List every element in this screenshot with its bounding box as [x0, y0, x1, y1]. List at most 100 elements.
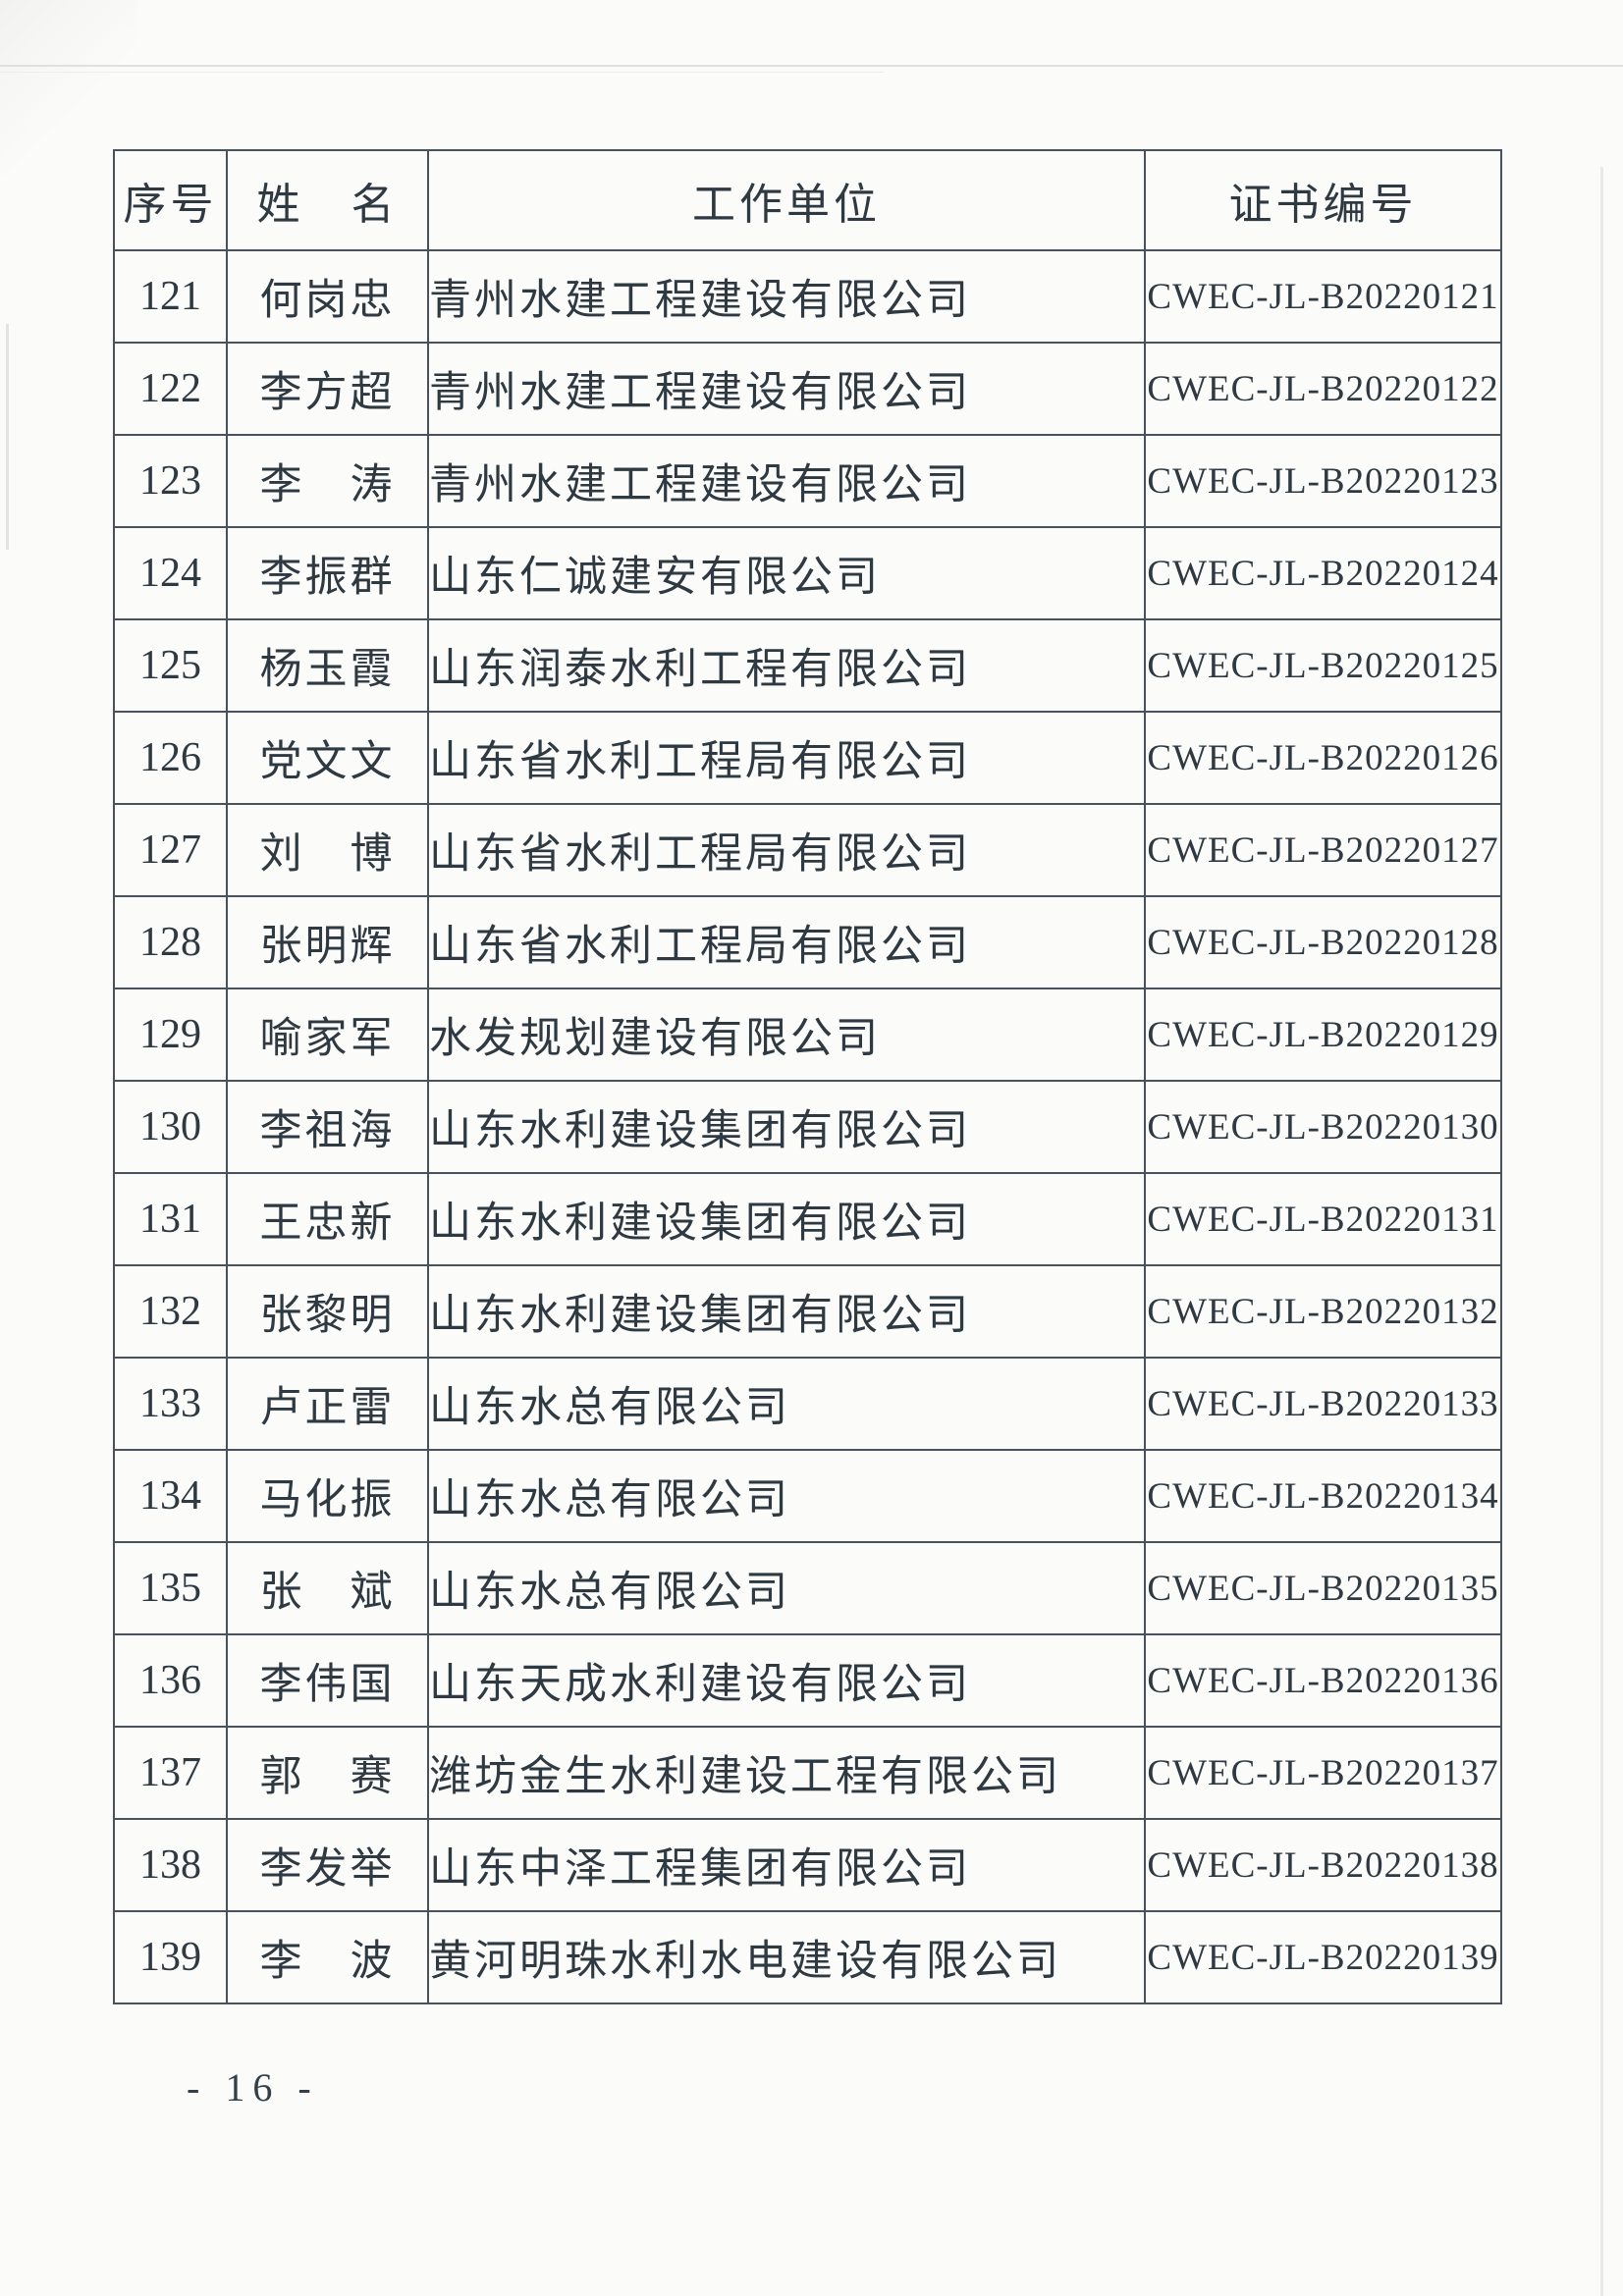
column-header-serial: 序号	[113, 149, 228, 251]
serial-cell: 122	[113, 342, 228, 436]
scan-artifact-line	[1600, 167, 1603, 2296]
serial-cell: 130	[113, 1080, 228, 1174]
name-cell: 李 涛	[226, 434, 429, 528]
name-cell: 张 斌	[226, 1541, 429, 1635]
serial-cell: 133	[113, 1357, 228, 1451]
table-row: 130 李祖海 山东水利建设集团有限公司 CWEC-JL-B20220130	[113, 1080, 1502, 1174]
table-header-row: 序号 姓 名 工作单位 证书编号	[113, 149, 1502, 251]
table-row: 126 党文文 山东省水利工程局有限公司 CWEC-JL-B20220126	[113, 711, 1502, 805]
cert-number-cell: CWEC-JL-B20220132	[1144, 1264, 1502, 1359]
table-row: 131 王忠新 山东水利建设集团有限公司 CWEC-JL-B20220131	[113, 1172, 1502, 1266]
company-cell: 山东水总有限公司	[427, 1357, 1146, 1451]
table-row: 124 李振群 山东仁诚建安有限公司 CWEC-JL-B20220124	[113, 526, 1502, 620]
company-cell: 山东水利建设集团有限公司	[427, 1264, 1146, 1359]
table-row: 134 马化振 山东水总有限公司 CWEC-JL-B20220134	[113, 1449, 1502, 1543]
table-row: 125 杨玉霞 山东润泰水利工程有限公司 CWEC-JL-B20220125	[113, 618, 1502, 713]
scan-artifact-line	[0, 72, 884, 73]
table-row: 121 何岗忠 青州水建工程建设有限公司 CWEC-JL-B20220121	[113, 249, 1502, 344]
table-row: 129 喻家军 水发规划建设有限公司 CWEC-JL-B20220129	[113, 988, 1502, 1082]
cert-number-cell: CWEC-JL-B20220137	[1144, 1726, 1502, 1820]
cert-number-cell: CWEC-JL-B20220124	[1144, 526, 1502, 620]
company-cell: 潍坊金生水利建设工程有限公司	[427, 1726, 1146, 1820]
table-row: 137 郭 赛潍坊金生水利建设工程有限公司 CWEC-JL-B20220137	[113, 1726, 1502, 1820]
company-cell: 水发规划建设有限公司	[427, 988, 1146, 1082]
name-cell: 李方超	[226, 342, 429, 436]
name-cell: 李 波	[226, 1910, 429, 2004]
table-row: 123 李 涛青州水建工程建设有限公司 CWEC-JL-B20220123	[113, 434, 1502, 528]
name-cell: 党文文	[226, 711, 429, 805]
cert-number-cell: CWEC-JL-B20220127	[1144, 803, 1502, 897]
column-header-company: 工作单位	[427, 149, 1146, 251]
cert-number-cell: CWEC-JL-B20220125	[1144, 618, 1502, 713]
scan-smudge	[0, 0, 137, 177]
cert-number-cell: CWEC-JL-B20220126	[1144, 711, 1502, 805]
company-cell: 青州水建工程建设有限公司	[427, 342, 1146, 436]
name-cell: 张黎明	[226, 1264, 429, 1359]
serial-cell: 139	[113, 1910, 228, 2004]
cert-number-cell: CWEC-JL-B20220139	[1144, 1910, 1502, 2004]
serial-cell: 134	[113, 1449, 228, 1543]
company-cell: 青州水建工程建设有限公司	[427, 434, 1146, 528]
table-row: 133 卢正雷 山东水总有限公司 CWEC-JL-B20220133	[113, 1357, 1502, 1451]
company-cell: 山东省水利工程局有限公司	[427, 711, 1146, 805]
company-cell: 山东润泰水利工程有限公司	[427, 618, 1146, 713]
name-cell: 卢正雷	[226, 1357, 429, 1451]
name-cell: 刘 博	[226, 803, 429, 897]
cert-number-cell: CWEC-JL-B20220129	[1144, 988, 1502, 1082]
cert-number-cell: CWEC-JL-B20220122	[1144, 342, 1502, 436]
cert-number-cell: CWEC-JL-B20220133	[1144, 1357, 1502, 1451]
page-number: - 16 -	[187, 2065, 319, 2109]
serial-cell: 129	[113, 988, 228, 1082]
cert-number-cell: CWEC-JL-B20220121	[1144, 249, 1502, 344]
name-cell: 李发举	[226, 1818, 429, 1912]
company-cell: 山东水总有限公司	[427, 1541, 1146, 1635]
company-cell: 山东水利建设集团有限公司	[427, 1172, 1146, 1266]
serial-cell: 125	[113, 618, 228, 713]
name-cell: 何岗忠	[226, 249, 429, 344]
name-cell: 喻家军	[226, 988, 429, 1082]
company-cell: 青州水建工程建设有限公司	[427, 249, 1146, 344]
column-header-name: 姓 名	[226, 149, 429, 251]
name-cell: 李振群	[226, 526, 429, 620]
certificate-roster-table: 序号 姓 名 工作单位 证书编号 121 何岗忠 青州水建工程建设有限公司 CWEC-…	[113, 149, 1502, 2004]
serial-cell: 128	[113, 895, 228, 989]
company-cell: 山东省水利工程局有限公司	[427, 803, 1146, 897]
serial-cell: 126	[113, 711, 228, 805]
company-cell: 山东省水利工程局有限公司	[427, 895, 1146, 989]
company-cell: 山东中泽工程集团有限公司	[427, 1818, 1146, 1912]
table-row: 122 李方超 青州水建工程建设有限公司 CWEC-JL-B20220122	[113, 342, 1502, 436]
serial-cell: 121	[113, 249, 228, 344]
cert-number-cell: CWEC-JL-B20220131	[1144, 1172, 1502, 1266]
company-cell: 山东水总有限公司	[427, 1449, 1146, 1543]
name-cell: 李祖海	[226, 1080, 429, 1174]
name-cell: 张明辉	[226, 895, 429, 989]
name-cell: 马化振	[226, 1449, 429, 1543]
scan-artifact-line	[0, 65, 1623, 67]
cert-number-cell: CWEC-JL-B20220130	[1144, 1080, 1502, 1174]
table-row: 128 张明辉 山东省水利工程局有限公司 CWEC-JL-B20220128	[113, 895, 1502, 989]
cert-number-cell: CWEC-JL-B20220138	[1144, 1818, 1502, 1912]
serial-cell: 135	[113, 1541, 228, 1635]
serial-cell: 132	[113, 1264, 228, 1359]
name-cell: 李伟国	[226, 1633, 429, 1728]
cert-number-cell: CWEC-JL-B20220136	[1144, 1633, 1502, 1728]
table-row: 132 张黎明 山东水利建设集团有限公司 CWEC-JL-B20220132	[113, 1264, 1502, 1359]
serial-cell: 138	[113, 1818, 228, 1912]
table-row: 139 李 波黄河明珠水利水电建设有限公司 CWEC-JL-B20220139	[113, 1910, 1502, 2004]
name-cell: 郭 赛	[226, 1726, 429, 1820]
serial-cell: 123	[113, 434, 228, 528]
serial-cell: 136	[113, 1633, 228, 1728]
name-cell: 王忠新	[226, 1172, 429, 1266]
cert-number-cell: CWEC-JL-B20220123	[1144, 434, 1502, 528]
table-row: 138 李发举 山东中泽工程集团有限公司 CWEC-JL-B20220138	[113, 1818, 1502, 1912]
serial-cell: 137	[113, 1726, 228, 1820]
table-row: 127 刘 博山东省水利工程局有限公司 CWEC-JL-B20220127	[113, 803, 1502, 897]
table-row: 136 李伟国 山东天成水利建设有限公司 CWEC-JL-B20220136	[113, 1633, 1502, 1728]
name-cell: 杨玉霞	[226, 618, 429, 713]
scan-artifact-line	[6, 324, 9, 550]
company-cell: 山东水利建设集团有限公司	[427, 1080, 1146, 1174]
column-header-cert: 证书编号	[1144, 149, 1502, 251]
cert-number-cell: CWEC-JL-B20220134	[1144, 1449, 1502, 1543]
company-cell: 山东天成水利建设有限公司	[427, 1633, 1146, 1728]
